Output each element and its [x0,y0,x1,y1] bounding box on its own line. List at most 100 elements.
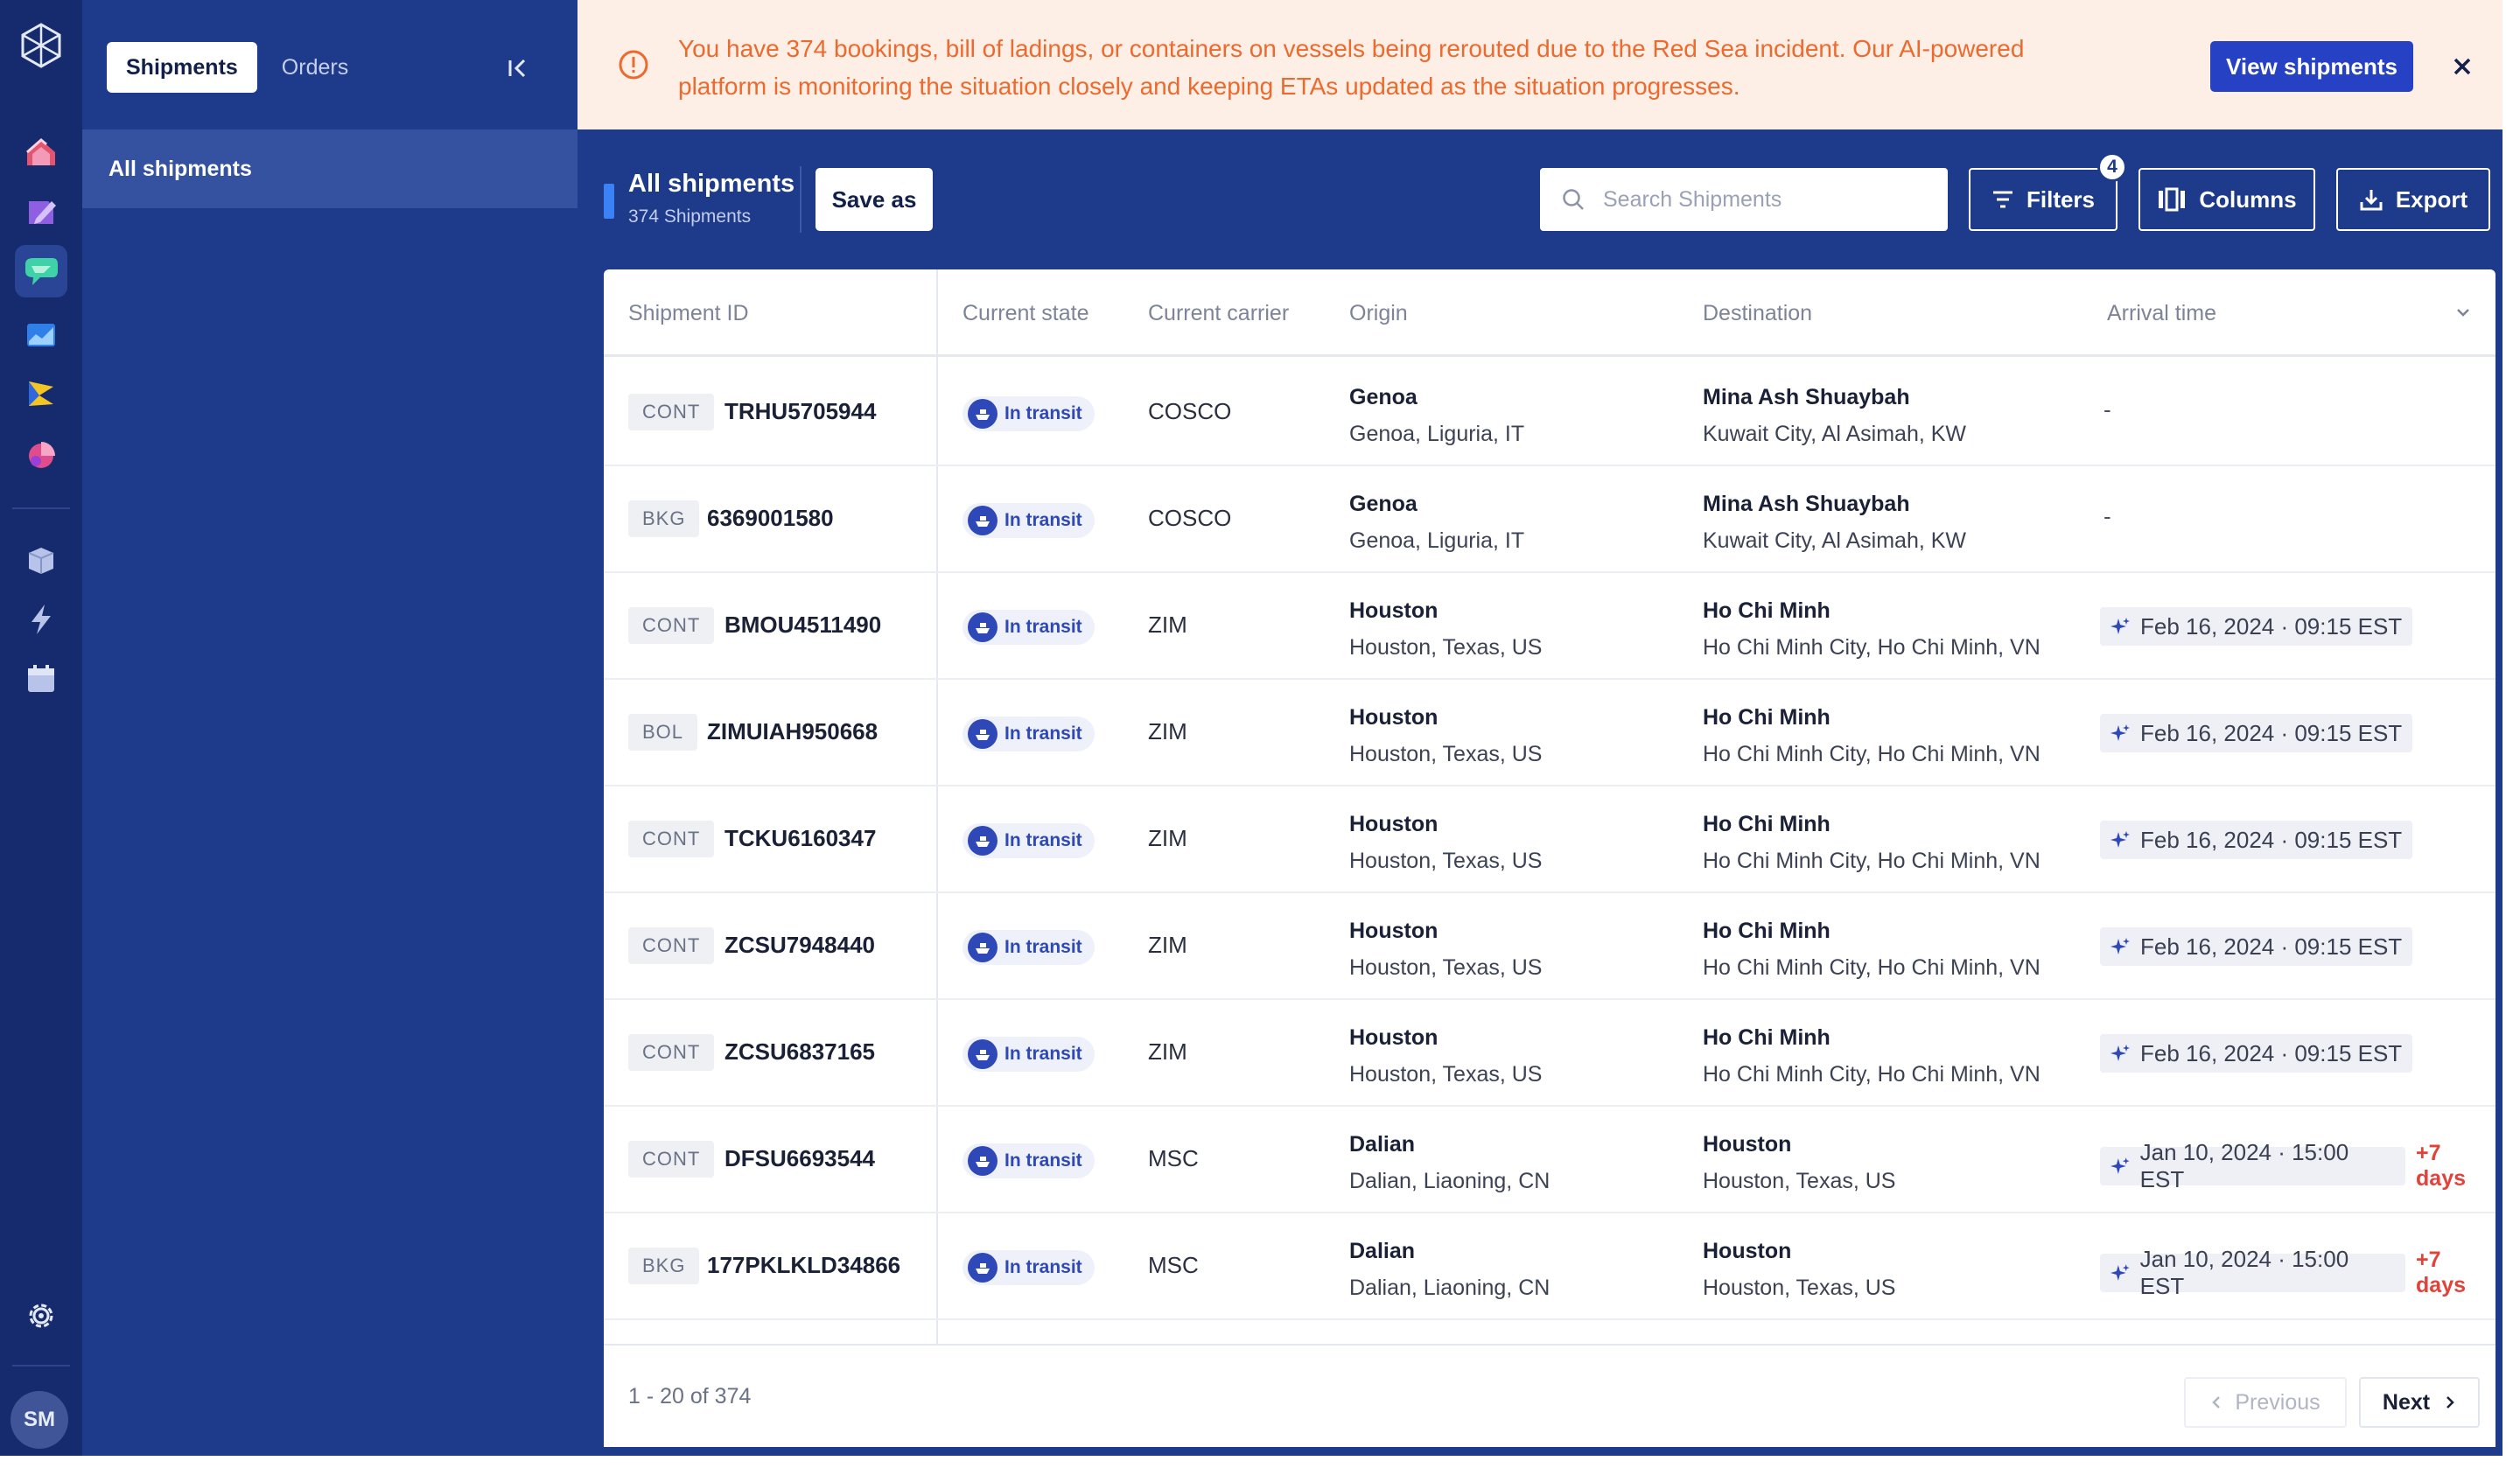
shipment-id[interactable]: 177PKLKLD34866 [707,1252,901,1278]
carrier: COSCO [1148,398,1232,424]
status-label: In transit [1004,510,1082,530]
column-header-shipment-id[interactable]: Shipment ID [628,300,749,325]
shipment-id[interactable]: TRHU5705944 [724,398,877,424]
chat-bubble-icon [25,258,58,285]
eta-chip: Feb 16, 2024 · 09:15 EST [2100,607,2413,646]
eta-value: Feb 16, 2024 · 09:15 EST [2140,612,2403,640]
table-row[interactable]: CONT BMOU4511490 In transit ZIM Houston Houst… [604,573,2496,680]
tab-orders[interactable]: Orders [281,54,349,80]
destination-city: Ho Chi Minh [1703,812,1830,836]
origin-city: Houston [1349,919,1438,943]
rail-calendar-button[interactable] [15,653,67,705]
pie-icon [29,442,55,468]
tab-shipments[interactable]: Shipments [107,42,257,93]
table-row[interactable]: BOL ZIMUIAH950668 In transit ZIM Houston Hous… [604,680,2496,786]
column-header-arrival-time[interactable]: Arrival time [2107,300,2217,325]
eta-chip: Feb 16, 2024 · 09:15 EST [2100,714,2413,752]
save-as-button[interactable]: Save as [816,168,933,231]
search-box [1540,168,1948,231]
origin-region: Houston, Texas, US [1349,635,1543,660]
origin: Houston Houston, Texas, US [1349,912,1542,986]
status-label: In transit [1004,1044,1082,1064]
next-page-button[interactable]: Next [2359,1377,2480,1428]
column-header-current-state[interactable]: Current state [962,300,1089,325]
banner-close-button[interactable] [2446,51,2478,82]
table-row[interactable]: CONT DFSU6693544 In transit MSC Dalian Dalian… [604,1107,2496,1213]
collapse-nav-button[interactable] [500,51,536,86]
eta-value: Feb 16, 2024 · 09:15 EST [2140,719,2403,746]
shipment-type-badge: CONT [628,927,715,964]
table-header: Shipment ID Current state Current carrie… [604,269,2496,357]
nav-item-all-shipments[interactable]: All shipments [82,129,578,208]
hexagon-logo-icon [21,23,61,68]
shipment-id[interactable]: ZCSU7948440 [724,932,875,958]
eta-chip: Feb 16, 2024 · 09:15 EST [2100,821,2413,859]
destination: Ho Chi Minh Ho Chi Minh City, Ho Chi Minh… [1703,592,2040,666]
page-title: All shipments [628,170,795,198]
chevron-down-icon[interactable] [2454,303,2473,322]
destination-city: Mina Ash Shuaybah [1703,492,1910,516]
eta-chip: Feb 16, 2024 · 09:15 EST [2100,927,2413,966]
destination-city: Houston [1703,1132,1792,1157]
filter-count-badge: 4 [2097,152,2127,182]
shipment-id[interactable]: DFSU6693544 [724,1145,875,1171]
table-row[interactable]: CONT TRHU5705944 In transit COSCO Genoa Genoa… [604,360,2496,466]
rail-edit-button[interactable] [15,185,67,238]
delay-badge: +7 days [2416,1141,2467,1191]
export-button[interactable]: Export [2336,168,2490,231]
rail-containers-button[interactable] [15,534,67,586]
pagination-range: 1 - 20 of 374 [628,1384,752,1409]
rail-analytics-button[interactable] [15,308,67,360]
table-row[interactable]: BKG 177PKLKLD34866 In transit MSC Dalian Dali… [604,1213,2496,1320]
status-label: In transit [1004,1257,1082,1277]
rail-shipments-button[interactable] [15,245,67,297]
shipment-id[interactable]: 6369001580 [707,505,834,531]
columns-button[interactable]: Columns [2138,168,2315,231]
rail-home-button[interactable] [15,126,67,178]
column-header-current-carrier[interactable]: Current carrier [1148,300,1290,325]
close-icon [2454,58,2471,75]
shipment-id[interactable]: TCKU6160347 [724,825,877,851]
status-badge: In transit [962,610,1095,645]
shipment-type-badge: CONT [628,1034,715,1071]
filters-button[interactable]: Filters [1969,168,2118,231]
shipment-id[interactable]: ZCSU6837165 [724,1038,875,1065]
arrival-time-empty: - [2104,503,2111,529]
table-row[interactable]: CONT TCKU6160347 In transit ZIM Houston Houst… [604,786,2496,893]
shipment-type-badge: BOL [628,714,698,751]
table-row[interactable]: BKG 6369001580 In transit COSCO Genoa Genoa, … [604,466,2496,573]
previous-label: Previous [2235,1389,2320,1415]
origin-region: Houston, Texas, US [1349,849,1543,873]
app-logo[interactable] [15,19,67,72]
columns-icon [2159,187,2186,212]
column-header-origin[interactable]: Origin [1349,300,1408,325]
rail-settings-button[interactable] [15,1290,67,1342]
rail-alerts-button[interactable] [15,367,67,420]
origin: Houston Houston, Texas, US [1349,592,1542,666]
status-label: In transit [1004,403,1082,423]
ship-icon [968,1146,998,1176]
shipment-id[interactable]: ZIMUIAH950668 [707,718,878,744]
arrival-time: Feb 16, 2024 · 09:15 EST [2100,607,2413,646]
origin-region: Houston, Texas, US [1349,742,1543,766]
view-shipments-button[interactable]: View shipments [2210,41,2413,92]
table-body: CONT TRHU5705944 In transit COSCO Genoa Genoa… [604,360,2496,1320]
previous-page-button[interactable]: Previous [2184,1377,2347,1428]
next-label: Next [2382,1389,2431,1415]
avatar[interactable]: SM [10,1391,68,1449]
rail-reports-button[interactable] [15,429,67,481]
origin-city: Houston [1349,598,1438,623]
carrier: ZIM [1148,718,1187,744]
search-input[interactable] [1603,186,1918,213]
shipment-id[interactable]: BMOU4511490 [724,612,882,638]
status-label: In transit [1004,937,1082,957]
ai-sparkle-icon [2110,831,2130,848]
table-row[interactable]: CONT ZCSU6837165 In transit ZIM Houston Houst… [604,1000,2496,1107]
table-row[interactable]: CONT ZCSU7948440 In transit ZIM Houston Houst… [604,893,2496,1000]
destination: Mina Ash Shuaybah Kuwait City, Al Asimah,… [1703,379,1966,452]
status-label: In transit [1004,1150,1082,1171]
status-badge: In transit [962,1250,1095,1285]
column-header-destination[interactable]: Destination [1703,300,1813,325]
rail-automation-button[interactable] [15,593,67,646]
